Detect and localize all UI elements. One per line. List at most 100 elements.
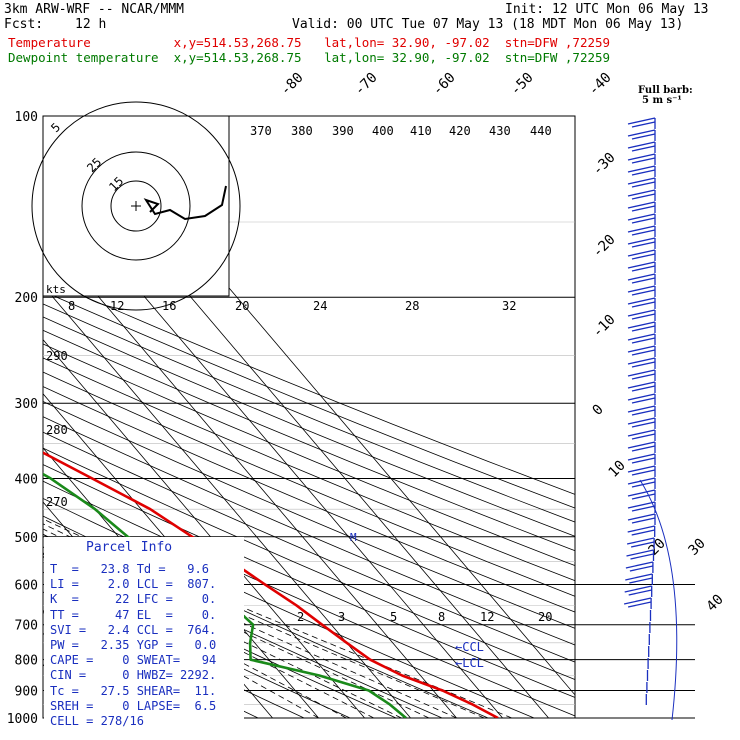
wind-barb-flag [623,597,652,605]
wind-barb-flag [627,333,656,341]
theta-label: 440 [530,124,552,138]
pressure-label: 700 [15,619,38,634]
hodograph-ring [31,101,241,311]
dry-adiabat [43,371,575,597]
wind-barb-flag [631,241,656,248]
wind-barb-flag [627,369,656,377]
isotherm [43,339,365,718]
theta-label: 400 [372,124,394,138]
wind-barb-flag [627,513,656,521]
wind-barb-flag [627,501,656,509]
wind-barb-flag [627,285,656,293]
wind-barb-flag [624,585,652,593]
wind-barb-flag [627,273,656,281]
pressure-label: 600 [15,578,38,593]
mixing-ratio-label: 3 [338,610,345,624]
parcel-info-row: TT = 47 EL = 0. [50,607,217,622]
wind-profile-line [639,479,678,721]
theta-label: 290 [46,349,68,363]
dry-adiabat [43,303,575,523]
level-marker-label: ←CCL [455,640,484,654]
speed-axis-label: 16 [162,299,176,313]
speed-axis-label: 20 [235,299,249,313]
isotherm-label: 10 [606,458,629,481]
wind-barb-flag [631,337,656,344]
wind-barb-flag [631,181,656,188]
parcel-info-row: PW = 2.35 YGP = 0.0 [50,638,217,652]
pressure-label: 200 [15,291,38,306]
wind-barb-flag [631,373,656,380]
wind-barb-flag [631,133,656,140]
wind-barb-flag [631,421,656,428]
wind-barb-flag [627,393,656,401]
wind-barb-flag [627,381,656,389]
dry-adiabat [43,343,575,567]
hodograph-units: kts [46,283,66,296]
wind-barb-flag [631,217,656,224]
pressure-label: 400 [15,472,38,487]
dry-adiabat [43,329,575,552]
isotherm-label: -40 [586,70,615,99]
wind-barb-flag [627,189,656,197]
isotherm-label: 0 [590,402,607,419]
wind-barb-flag [627,441,656,449]
dry-adiabat [43,464,575,698]
isotherm-label: -60 [430,70,459,99]
wind-barb-flag [627,213,656,221]
dry-adiabat [43,571,351,718]
wind-barb-flag [631,469,656,476]
speed-axis-label: 12 [110,299,124,313]
wind-barbs: Full barb:5 m s⁻¹ [623,85,693,721]
wind-barb-flag [627,321,656,329]
mixing-ratio-label: 8 [438,610,445,624]
wind-barb-flag [631,385,656,392]
hodograph-trace [143,185,227,221]
wind-barb-flag [627,345,656,353]
mixing-ratio-label: 5 [390,610,397,624]
hodograph-origin [131,201,141,211]
wind-barb-flag [627,489,656,497]
mixing-ratio-label: 12 [480,610,494,624]
dry-adiabat [43,290,575,509]
wind-barb-flag [627,249,656,257]
temperature-legend: Temperature x,y=514.53,268.75 lat,lon= 3… [8,35,611,50]
hodograph-ring [110,180,162,232]
wind-barb-flag [631,289,656,296]
wind-barb-flag [631,433,656,440]
wind-barb-flag [627,525,655,533]
parcel-info-row: Tc = 27.5 SHEAR= 11. [50,683,217,698]
wind-barb-flag [630,553,654,560]
wind-barb-flag [631,205,656,212]
wind-barb-flag [631,361,656,368]
dry-adiabat [43,401,575,629]
wind-barb-flag [631,493,656,500]
theta-label: 280 [46,423,68,437]
wind-barb-flag [631,409,656,416]
dry-adiabat [43,316,575,537]
parcel-marker: M [350,531,357,544]
fcst-label: Fcst: [4,17,44,32]
wind-barb-flag [629,565,654,572]
wind-barb-flag [627,477,656,485]
wind-barb-flag [627,601,652,608]
dry-adiabat [43,386,575,613]
dry-adiabat [43,278,575,495]
parcel-info-row: SREH = 0 LAPSE= 6.5 [50,698,217,713]
wind-barb-flag [631,193,656,200]
wind-barb-flag [627,465,656,473]
speed-axis-label: 28 [405,299,419,313]
isotherm-label: 40 [704,592,727,615]
wind-barb-flag [627,417,656,425]
theta-label: 370 [250,124,272,138]
wind-barb-flag [627,117,656,125]
hodograph-ring [81,151,191,261]
pressure-label: 300 [15,397,38,412]
isotherm-label: -50 [508,70,537,99]
valid-time: Valid: 00 UTC Tue 07 May 13 (18 MDT Mon … [292,17,684,32]
wind-barb-flag [631,313,656,320]
isotherm-label: 30 [686,536,709,559]
isotherm-label: -30 [590,150,619,179]
wind-barb-flag [631,157,656,164]
wind-barb-flag [627,405,656,413]
